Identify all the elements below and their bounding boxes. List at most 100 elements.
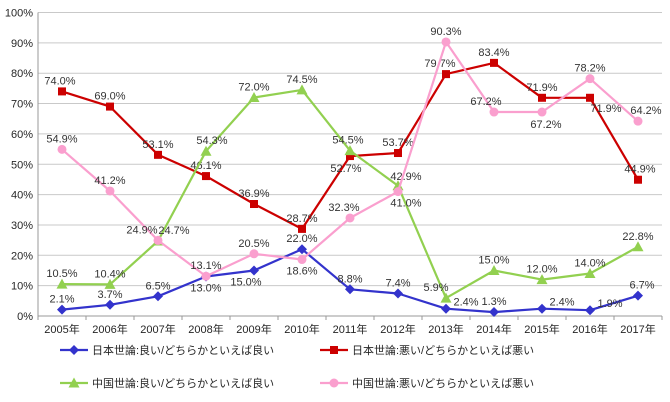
data-point[interactable] <box>586 93 594 102</box>
data-point[interactable] <box>105 299 115 310</box>
legend-item[interactable]: 中国世論:悪い/どちらかといえば悪い <box>320 376 534 390</box>
data-point[interactable] <box>248 91 260 102</box>
data-point-label: 42.9% <box>390 171 421 183</box>
x-axis-tick-label: 2006年 <box>92 322 127 336</box>
data-point[interactable] <box>250 200 258 209</box>
data-point-label: 72.0% <box>238 81 269 93</box>
data-point[interactable] <box>538 93 546 102</box>
data-point-label: 44.9% <box>624 164 655 176</box>
data-point[interactable] <box>585 74 595 84</box>
data-point[interactable] <box>296 84 308 95</box>
data-point[interactable] <box>441 37 451 47</box>
data-point-label: 13.1% <box>190 260 221 272</box>
data-point-label: 1.9% <box>597 298 622 310</box>
legend-item[interactable]: 中国世論:良い/どちらかといえば良い <box>60 376 274 390</box>
data-point-label: 20.5% <box>238 238 269 250</box>
data-point-label: 36.9% <box>238 188 269 200</box>
data-point[interactable] <box>490 58 498 67</box>
data-point-label: 6.7% <box>629 280 654 292</box>
data-point[interactable] <box>394 149 402 158</box>
data-point-label: 15.0% <box>230 276 261 288</box>
data-point[interactable] <box>202 172 210 181</box>
data-point-label: 71.9% <box>526 82 557 94</box>
data-point[interactable] <box>297 244 307 255</box>
data-point-label: 54.5% <box>332 135 363 147</box>
data-point-label: 78.2% <box>574 63 605 75</box>
data-point[interactable] <box>104 278 116 289</box>
x-axis-tick-label: 2005年 <box>44 322 79 336</box>
data-point[interactable] <box>392 180 404 191</box>
data-point-label: 14.0% <box>574 258 605 270</box>
data-point[interactable] <box>393 288 403 299</box>
data-point-label: 54.3% <box>196 135 227 147</box>
data-point[interactable] <box>105 186 115 196</box>
data-point[interactable] <box>57 304 67 315</box>
data-point[interactable] <box>585 305 595 316</box>
data-point[interactable] <box>153 291 163 302</box>
data-point[interactable] <box>153 235 163 245</box>
data-point-label: 53.7% <box>382 137 413 149</box>
data-point[interactable] <box>489 307 499 318</box>
data-point[interactable] <box>489 107 499 117</box>
data-point-label: 67.2% <box>470 96 501 108</box>
data-point[interactable] <box>344 145 356 156</box>
data-point[interactable] <box>345 284 355 295</box>
legend-item[interactable]: 日本世論:悪い/どちらかといえば悪い <box>320 343 534 357</box>
legend-label: 日本世論:良い/どちらかといえば良い <box>92 343 274 357</box>
y-axis-tick-label: 80% <box>11 68 33 80</box>
x-axis-tick-label: 2016年 <box>572 322 607 336</box>
data-point[interactable] <box>56 278 68 289</box>
data-point[interactable] <box>441 303 451 314</box>
x-axis-tick-label: 2010年 <box>284 322 319 336</box>
data-point-label: 7.4% <box>385 278 410 290</box>
data-point-label: 22.8% <box>622 231 653 243</box>
x-axis-tick-label: 2011年 <box>333 322 368 336</box>
data-point[interactable] <box>106 102 114 111</box>
data-point[interactable] <box>537 303 547 314</box>
data-point[interactable] <box>346 152 354 161</box>
data-point-label: 2.4% <box>453 297 478 309</box>
data-point[interactable] <box>298 224 306 233</box>
data-point[interactable] <box>393 187 403 197</box>
y-axis-tick-label: 0% <box>17 311 33 323</box>
data-point-label: 18.6% <box>286 266 317 278</box>
data-point[interactable] <box>249 265 259 276</box>
data-point[interactable] <box>249 249 259 259</box>
data-point[interactable] <box>537 107 547 117</box>
y-axis-tick-label: 70% <box>11 99 33 111</box>
data-point[interactable] <box>536 274 548 285</box>
legend-label: 日本世論:悪い/どちらかといえば悪い <box>352 343 534 357</box>
data-point[interactable] <box>201 271 211 281</box>
data-point[interactable] <box>634 175 642 184</box>
data-point-label: 64.2% <box>630 105 661 117</box>
x-axis-tick-label: 2008年 <box>188 322 223 336</box>
data-point-label: 32.3% <box>328 202 359 214</box>
data-point[interactable] <box>584 268 596 279</box>
data-point[interactable] <box>488 264 500 275</box>
y-axis-tick-label: 30% <box>11 220 33 232</box>
data-point[interactable] <box>632 241 644 252</box>
data-point[interactable] <box>633 290 643 301</box>
data-point-label: 24.7% <box>158 225 189 237</box>
data-point[interactable] <box>442 70 450 79</box>
data-point-label: 10.4% <box>94 268 125 280</box>
data-point[interactable] <box>200 145 212 156</box>
data-point[interactable] <box>297 255 307 265</box>
data-point[interactable] <box>440 292 452 303</box>
data-point-label: 24.9% <box>126 224 157 236</box>
data-point[interactable] <box>58 87 66 96</box>
y-axis-tick-label: 50% <box>11 159 33 171</box>
data-point[interactable] <box>57 144 67 154</box>
data-point-label: 2.1% <box>49 294 74 306</box>
legend-item[interactable]: 日本世論:良い/どちらかといえば良い <box>60 343 274 357</box>
data-point-label: 74.0% <box>44 75 75 87</box>
data-point-label: 28.7% <box>286 213 317 225</box>
data-point[interactable] <box>345 213 355 223</box>
data-point[interactable] <box>633 116 643 126</box>
data-point-label: 8.8% <box>337 273 362 285</box>
data-point-label: 15.0% <box>478 254 509 266</box>
x-axis-tick-label: 2009年 <box>236 322 271 336</box>
data-point[interactable] <box>154 150 162 159</box>
